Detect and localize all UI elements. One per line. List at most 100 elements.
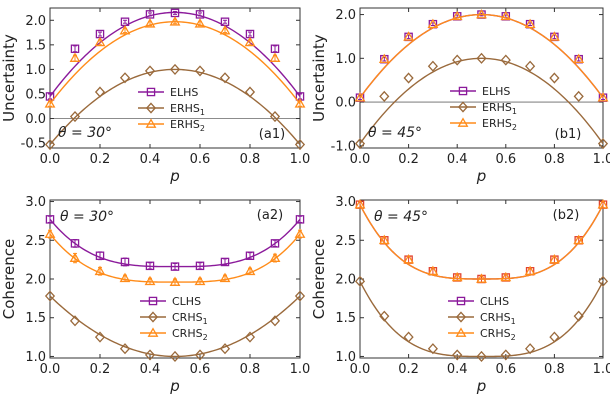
error-bar <box>273 239 277 247</box>
legend-label: ERHS2 <box>482 117 517 132</box>
series-line <box>359 57 604 145</box>
legend-marker <box>147 327 159 337</box>
error-bar <box>273 45 277 53</box>
data-point <box>549 331 560 343</box>
legend-label: ERHS1 <box>170 102 205 117</box>
theta-label: θ = 45° <box>368 125 422 141</box>
data-point <box>44 290 56 302</box>
data-point <box>219 343 231 355</box>
x-axis-label: p <box>169 167 180 185</box>
x-tick-label: 0.8 <box>544 152 565 167</box>
y-tick-label: 3.0 <box>335 195 356 210</box>
legend-item: CRHS2 <box>140 327 208 342</box>
x-tick-label: 0.8 <box>240 362 261 377</box>
legend-label: CRHS2 <box>480 327 516 342</box>
y-tick-label: 2.0 <box>335 273 356 288</box>
legend-label: ELHS <box>482 85 510 98</box>
series-line <box>49 218 301 268</box>
panel-tag: (b2) <box>553 208 580 223</box>
y-tick-label: 2.0 <box>25 14 46 29</box>
y-tick-label: 2.5 <box>25 234 46 249</box>
data-point <box>145 10 155 19</box>
y-tick-label: 2.5 <box>335 234 356 249</box>
data-point <box>94 265 106 276</box>
data-point <box>69 252 81 262</box>
panel-tag: (a2) <box>257 208 283 223</box>
data-point <box>144 18 156 28</box>
data-point <box>294 228 306 238</box>
data-point <box>144 65 156 77</box>
legend-label: CRHS2 <box>172 327 208 342</box>
plot-frame <box>49 7 301 149</box>
data-point <box>403 331 414 343</box>
legend-marker <box>457 117 469 127</box>
y-tick-label: 0.0 <box>25 112 46 127</box>
data-point <box>270 239 280 248</box>
error-bar <box>198 12 202 17</box>
panel-tag: (b1) <box>555 127 582 142</box>
legend-item: ERHS2 <box>450 117 517 132</box>
legend-label: CLHS <box>480 295 509 308</box>
data-point <box>354 138 366 150</box>
error-bar <box>73 45 77 53</box>
data-point <box>45 215 55 224</box>
y-tick-label: 2.0 <box>25 273 46 288</box>
data-point <box>597 92 609 102</box>
data-point <box>194 18 206 28</box>
data-point <box>295 215 305 224</box>
data-point <box>379 310 390 322</box>
legend-label: CRHS1 <box>172 311 208 326</box>
data-point <box>44 228 56 238</box>
x-tick-label: 0.2 <box>90 152 111 167</box>
data-point <box>169 16 181 26</box>
x-tick-label: 0.4 <box>140 362 161 377</box>
data-point <box>219 24 231 35</box>
data-point <box>119 343 131 355</box>
data-point <box>476 8 487 19</box>
y-axis-label: Uncertainty <box>0 34 18 122</box>
x-tick-label: 0.8 <box>544 362 565 377</box>
data-point <box>270 44 280 54</box>
y-tick-label: 1.0 <box>335 52 356 67</box>
data-point <box>194 65 206 77</box>
data-point <box>244 265 256 276</box>
data-point <box>573 310 584 322</box>
data-point <box>476 350 487 363</box>
data-point <box>294 290 306 302</box>
x-tick-label: 0.2 <box>90 362 111 377</box>
data-point <box>70 44 80 54</box>
x-tick-label: 1.0 <box>290 362 311 377</box>
y-tick-label: 3.0 <box>25 195 46 210</box>
series-erhs2 <box>354 8 609 102</box>
x-tick-label: 0.0 <box>350 152 371 167</box>
data-point <box>403 254 415 264</box>
data-point <box>427 60 438 72</box>
data-point <box>244 331 256 343</box>
data-point <box>69 52 81 62</box>
data-point <box>94 331 106 343</box>
data-point <box>269 110 281 123</box>
data-point <box>452 349 463 361</box>
error-bar <box>98 31 102 37</box>
legend-marker <box>458 86 468 96</box>
x-tick-label: 1.0 <box>593 362 610 377</box>
data-point <box>597 199 609 209</box>
data-point <box>294 138 306 151</box>
series-elhs <box>45 8 305 101</box>
legend-item: ERHS1 <box>450 101 517 116</box>
panel-tag: (a1) <box>259 127 285 142</box>
legend-label: ERHS2 <box>170 118 205 133</box>
x-tick-label: 0.4 <box>447 152 468 167</box>
x-tick-label: 0.2 <box>398 152 419 167</box>
error-bar <box>123 19 127 24</box>
x-tick-label: 0.2 <box>398 362 419 377</box>
panel-a1: 0.0 0.2 0.4 0.6 0.8 1.0-0.50.00.51.01.52.0pUn… <box>0 7 310 185</box>
error-bar <box>73 239 77 248</box>
data-point <box>573 234 585 245</box>
legend-label: CLHS <box>172 295 201 308</box>
data-point <box>70 239 80 248</box>
data-point <box>378 234 390 245</box>
